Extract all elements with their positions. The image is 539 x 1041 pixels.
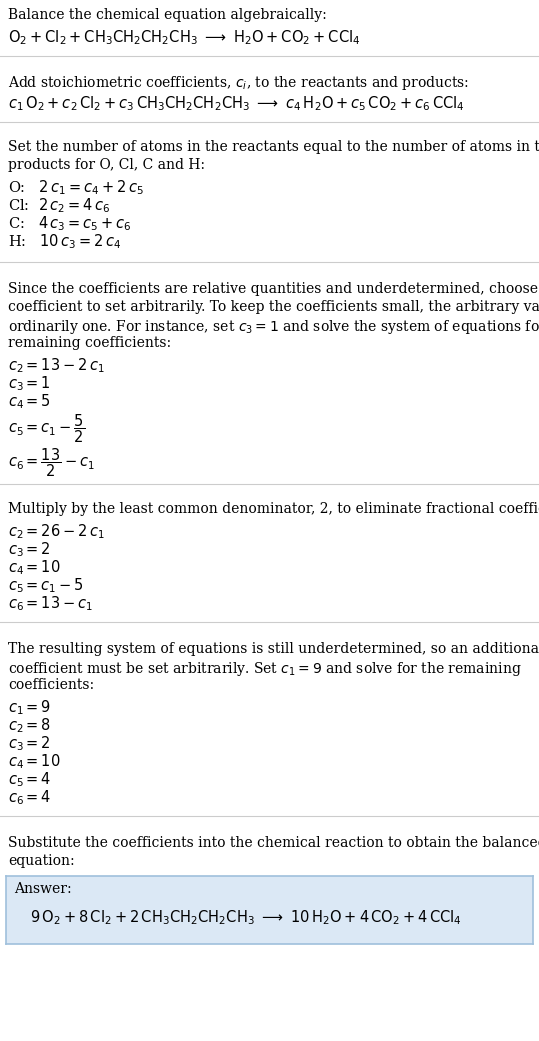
Text: The resulting system of equations is still underdetermined, so an additional: The resulting system of equations is sti… (8, 642, 539, 656)
Text: $c_4 = 5$: $c_4 = 5$ (8, 392, 51, 411)
Text: Since the coefficients are relative quantities and underdetermined, choose a: Since the coefficients are relative quan… (8, 282, 539, 296)
Text: Set the number of atoms in the reactants equal to the number of atoms in the: Set the number of atoms in the reactants… (8, 139, 539, 154)
Text: Multiply by the least common denominator, 2, to eliminate fractional coefficient: Multiply by the least common denominator… (8, 502, 539, 516)
Text: $c_6 = \dfrac{13}{2} - c_1$: $c_6 = \dfrac{13}{2} - c_1$ (8, 446, 95, 479)
Text: $\mathrm{O_2 + Cl_2 + CH_3CH_2CH_2CH_3 \ \longrightarrow \ H_2O + CO_2 + CCl_4}$: $\mathrm{O_2 + Cl_2 + CH_3CH_2CH_2CH_3 \… (8, 28, 361, 47)
Text: O:   $2\,c_1 = c_4 + 2\,c_5$: O: $2\,c_1 = c_4 + 2\,c_5$ (8, 178, 144, 197)
Text: Balance the chemical equation algebraically:: Balance the chemical equation algebraica… (8, 8, 327, 22)
Text: coefficient to set arbitrarily. To keep the coefficients small, the arbitrary va: coefficient to set arbitrarily. To keep … (8, 300, 539, 314)
Text: Cl:  $2\,c_2 = 4\,c_6$: Cl: $2\,c_2 = 4\,c_6$ (8, 196, 110, 214)
Text: coefficient must be set arbitrarily. Set $c_1 = 9$ and solve for the remaining: coefficient must be set arbitrarily. Set… (8, 660, 522, 678)
Text: $c_5 = 4$: $c_5 = 4$ (8, 770, 51, 789)
Text: $c_2 = 13 - 2\,c_1$: $c_2 = 13 - 2\,c_1$ (8, 356, 105, 375)
Text: Add stoichiometric coefficients, $c_i$, to the reactants and products:: Add stoichiometric coefficients, $c_i$, … (8, 74, 469, 92)
Text: products for O, Cl, C and H:: products for O, Cl, C and H: (8, 158, 205, 172)
Text: $c_1\,\mathrm{O_2} + c_2\,\mathrm{Cl_2} + c_3\,\mathrm{CH_3CH_2CH_2CH_3}\ \longr: $c_1\,\mathrm{O_2} + c_2\,\mathrm{Cl_2} … (8, 94, 465, 112)
Text: $9\,\mathrm{O_2} + 8\,\mathrm{Cl_2} + 2\,\mathrm{CH_3CH_2CH_2CH_3}\ \longrightar: $9\,\mathrm{O_2} + 8\,\mathrm{Cl_2} + 2\… (30, 908, 462, 926)
Text: $c_1 = 9$: $c_1 = 9$ (8, 699, 51, 716)
Text: Answer:: Answer: (14, 882, 72, 896)
Text: coefficients:: coefficients: (8, 678, 94, 692)
Text: C:   $4\,c_3 = c_5 + c_6$: C: $4\,c_3 = c_5 + c_6$ (8, 214, 132, 233)
Text: $c_5 = c_1 - \dfrac{5}{2}$: $c_5 = c_1 - \dfrac{5}{2}$ (8, 412, 85, 445)
Text: $c_3 = 1$: $c_3 = 1$ (8, 374, 51, 392)
Text: H:   $10\,c_3 = 2\,c_4$: H: $10\,c_3 = 2\,c_4$ (8, 232, 121, 251)
Text: $c_4 = 10$: $c_4 = 10$ (8, 752, 60, 770)
Text: $c_3 = 2$: $c_3 = 2$ (8, 540, 51, 559)
Text: $c_6 = 4$: $c_6 = 4$ (8, 788, 51, 807)
Text: Substitute the coefficients into the chemical reaction to obtain the balanced: Substitute the coefficients into the che… (8, 836, 539, 850)
Text: $c_5 = c_1 - 5$: $c_5 = c_1 - 5$ (8, 576, 84, 594)
Text: $c_2 = 8$: $c_2 = 8$ (8, 716, 51, 735)
Text: equation:: equation: (8, 854, 74, 868)
Text: $c_6 = 13 - c_1$: $c_6 = 13 - c_1$ (8, 594, 93, 613)
Text: $c_2 = 26 - 2\,c_1$: $c_2 = 26 - 2\,c_1$ (8, 522, 105, 540)
Text: ordinarily one. For instance, set $c_3 = 1$ and solve the system of equations fo: ordinarily one. For instance, set $c_3 =… (8, 318, 539, 336)
Text: $c_3 = 2$: $c_3 = 2$ (8, 734, 51, 753)
Text: $c_4 = 10$: $c_4 = 10$ (8, 558, 60, 577)
Text: remaining coefficients:: remaining coefficients: (8, 336, 171, 350)
